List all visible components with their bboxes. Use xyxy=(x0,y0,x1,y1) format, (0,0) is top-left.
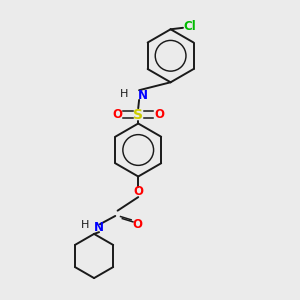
Text: Cl: Cl xyxy=(184,20,197,33)
Text: S: S xyxy=(133,108,143,122)
Text: N: N xyxy=(94,221,104,234)
Text: O: O xyxy=(133,185,143,198)
Text: N: N xyxy=(138,89,148,102)
Text: O: O xyxy=(154,108,164,121)
Text: O: O xyxy=(133,218,142,231)
Text: H: H xyxy=(81,220,90,230)
Text: O: O xyxy=(112,108,122,121)
Text: H: H xyxy=(119,89,128,99)
